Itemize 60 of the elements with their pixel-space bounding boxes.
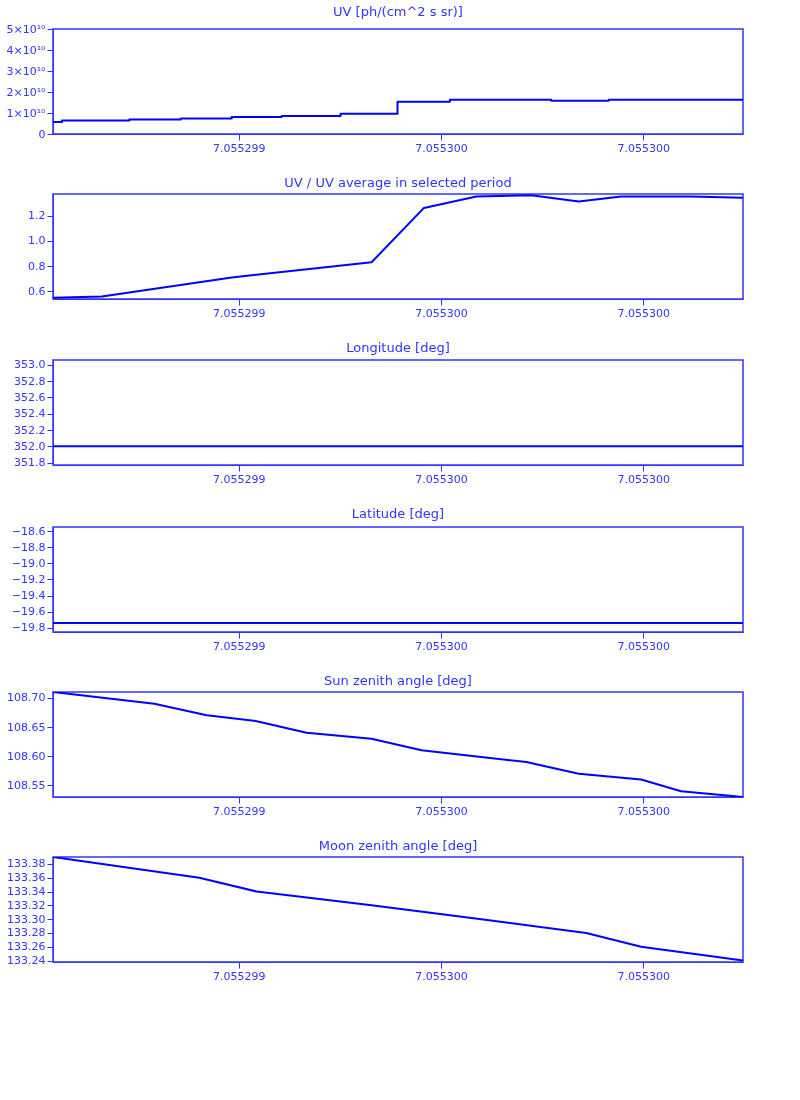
- y-tick-label: 352.2: [14, 423, 46, 437]
- x-tick-label: 7.055300: [617, 804, 670, 818]
- y-tick-label: −19.0: [11, 556, 46, 570]
- x-tick-label: 7.055300: [617, 306, 670, 320]
- y-tick-label: 133.24: [7, 954, 46, 968]
- chart-title: Moon zenith angle [deg]: [318, 838, 478, 853]
- x-tick-label: 7.055299: [212, 639, 266, 653]
- x-tick-label: 7.055300: [415, 639, 468, 653]
- y-tick-label: 352.0: [14, 439, 46, 453]
- y-tick-label: 133.28: [7, 926, 46, 940]
- y-tick-label: 133.30: [7, 912, 46, 926]
- x-tick-label: 7.055299: [212, 141, 266, 155]
- y-tick-label: 108.60: [7, 749, 46, 763]
- y-tick-label: 108.70: [7, 691, 46, 705]
- y-tick-label: −19.2: [11, 573, 46, 586]
- y-tick-label: 133.36: [7, 871, 46, 885]
- x-tick-label: 7.055300: [617, 141, 670, 155]
- y-tick-label: −19.8: [11, 621, 46, 635]
- y-tick-label: 133.32: [7, 898, 46, 912]
- chart-title: Longitude [deg]: [346, 339, 450, 355]
- x-tick-label: 7.055299: [212, 306, 266, 320]
- chart-title: UV / UV average in selected period: [284, 175, 512, 190]
- x-tick-label: 7.055300: [617, 472, 670, 486]
- y-tick-label: 2×10¹⁰: [6, 85, 47, 99]
- y-tick-label: −19.6: [11, 605, 46, 619]
- y-tick-label: 133.26: [7, 940, 46, 954]
- x-tick-label: 7.055300: [415, 804, 468, 818]
- x-tick-label: 7.055300: [617, 639, 670, 653]
- y-tick-label: 0.8: [28, 259, 46, 273]
- x-tick-label: 7.055300: [415, 472, 468, 486]
- x-tick-label: 7.055299: [212, 472, 266, 486]
- y-tick-label: −18.6: [11, 524, 46, 538]
- x-tick-label: 7.055300: [415, 969, 468, 983]
- y-tick-label: 3×10¹⁰: [6, 64, 47, 78]
- chart-title: Latitude [deg]: [351, 506, 445, 522]
- y-tick-label: 1.0: [28, 234, 46, 248]
- y-tick-label: 4×10¹⁰: [6, 43, 47, 57]
- y-tick-label: 108.65: [7, 720, 46, 734]
- chart-title: Sun zenith angle [deg]: [324, 672, 472, 688]
- y-tick-label: 0.6: [28, 284, 46, 298]
- y-tick-label: 0: [38, 127, 46, 141]
- y-tick-label: 1×10¹⁰: [6, 106, 47, 120]
- y-tick-label: 352.6: [14, 390, 46, 404]
- y-tick-label: 108.55: [7, 778, 46, 792]
- y-tick-label: 5×10¹⁰: [6, 22, 47, 36]
- y-tick-label: 133.38: [7, 857, 46, 871]
- y-tick-label: −18.8: [11, 540, 46, 554]
- x-tick-label: 7.055300: [415, 306, 468, 320]
- x-tick-label: 7.055300: [415, 141, 468, 155]
- chart-title: UV [ph/(cm^2 s sr)]: [333, 4, 463, 19]
- y-tick-label: 353.0: [14, 358, 46, 372]
- x-tick-label: 7.055299: [212, 804, 266, 818]
- x-tick-label: 7.055299: [212, 969, 266, 983]
- y-tick-label: 351.8: [14, 456, 46, 470]
- y-tick-label: 1.2: [28, 209, 46, 223]
- y-tick-label: 133.34: [7, 885, 46, 899]
- y-tick-label: 352.4: [14, 407, 46, 421]
- y-tick-label: −19.4: [11, 589, 46, 603]
- x-tick-label: 7.055300: [617, 969, 670, 983]
- y-tick-label: 352.8: [14, 374, 46, 388]
